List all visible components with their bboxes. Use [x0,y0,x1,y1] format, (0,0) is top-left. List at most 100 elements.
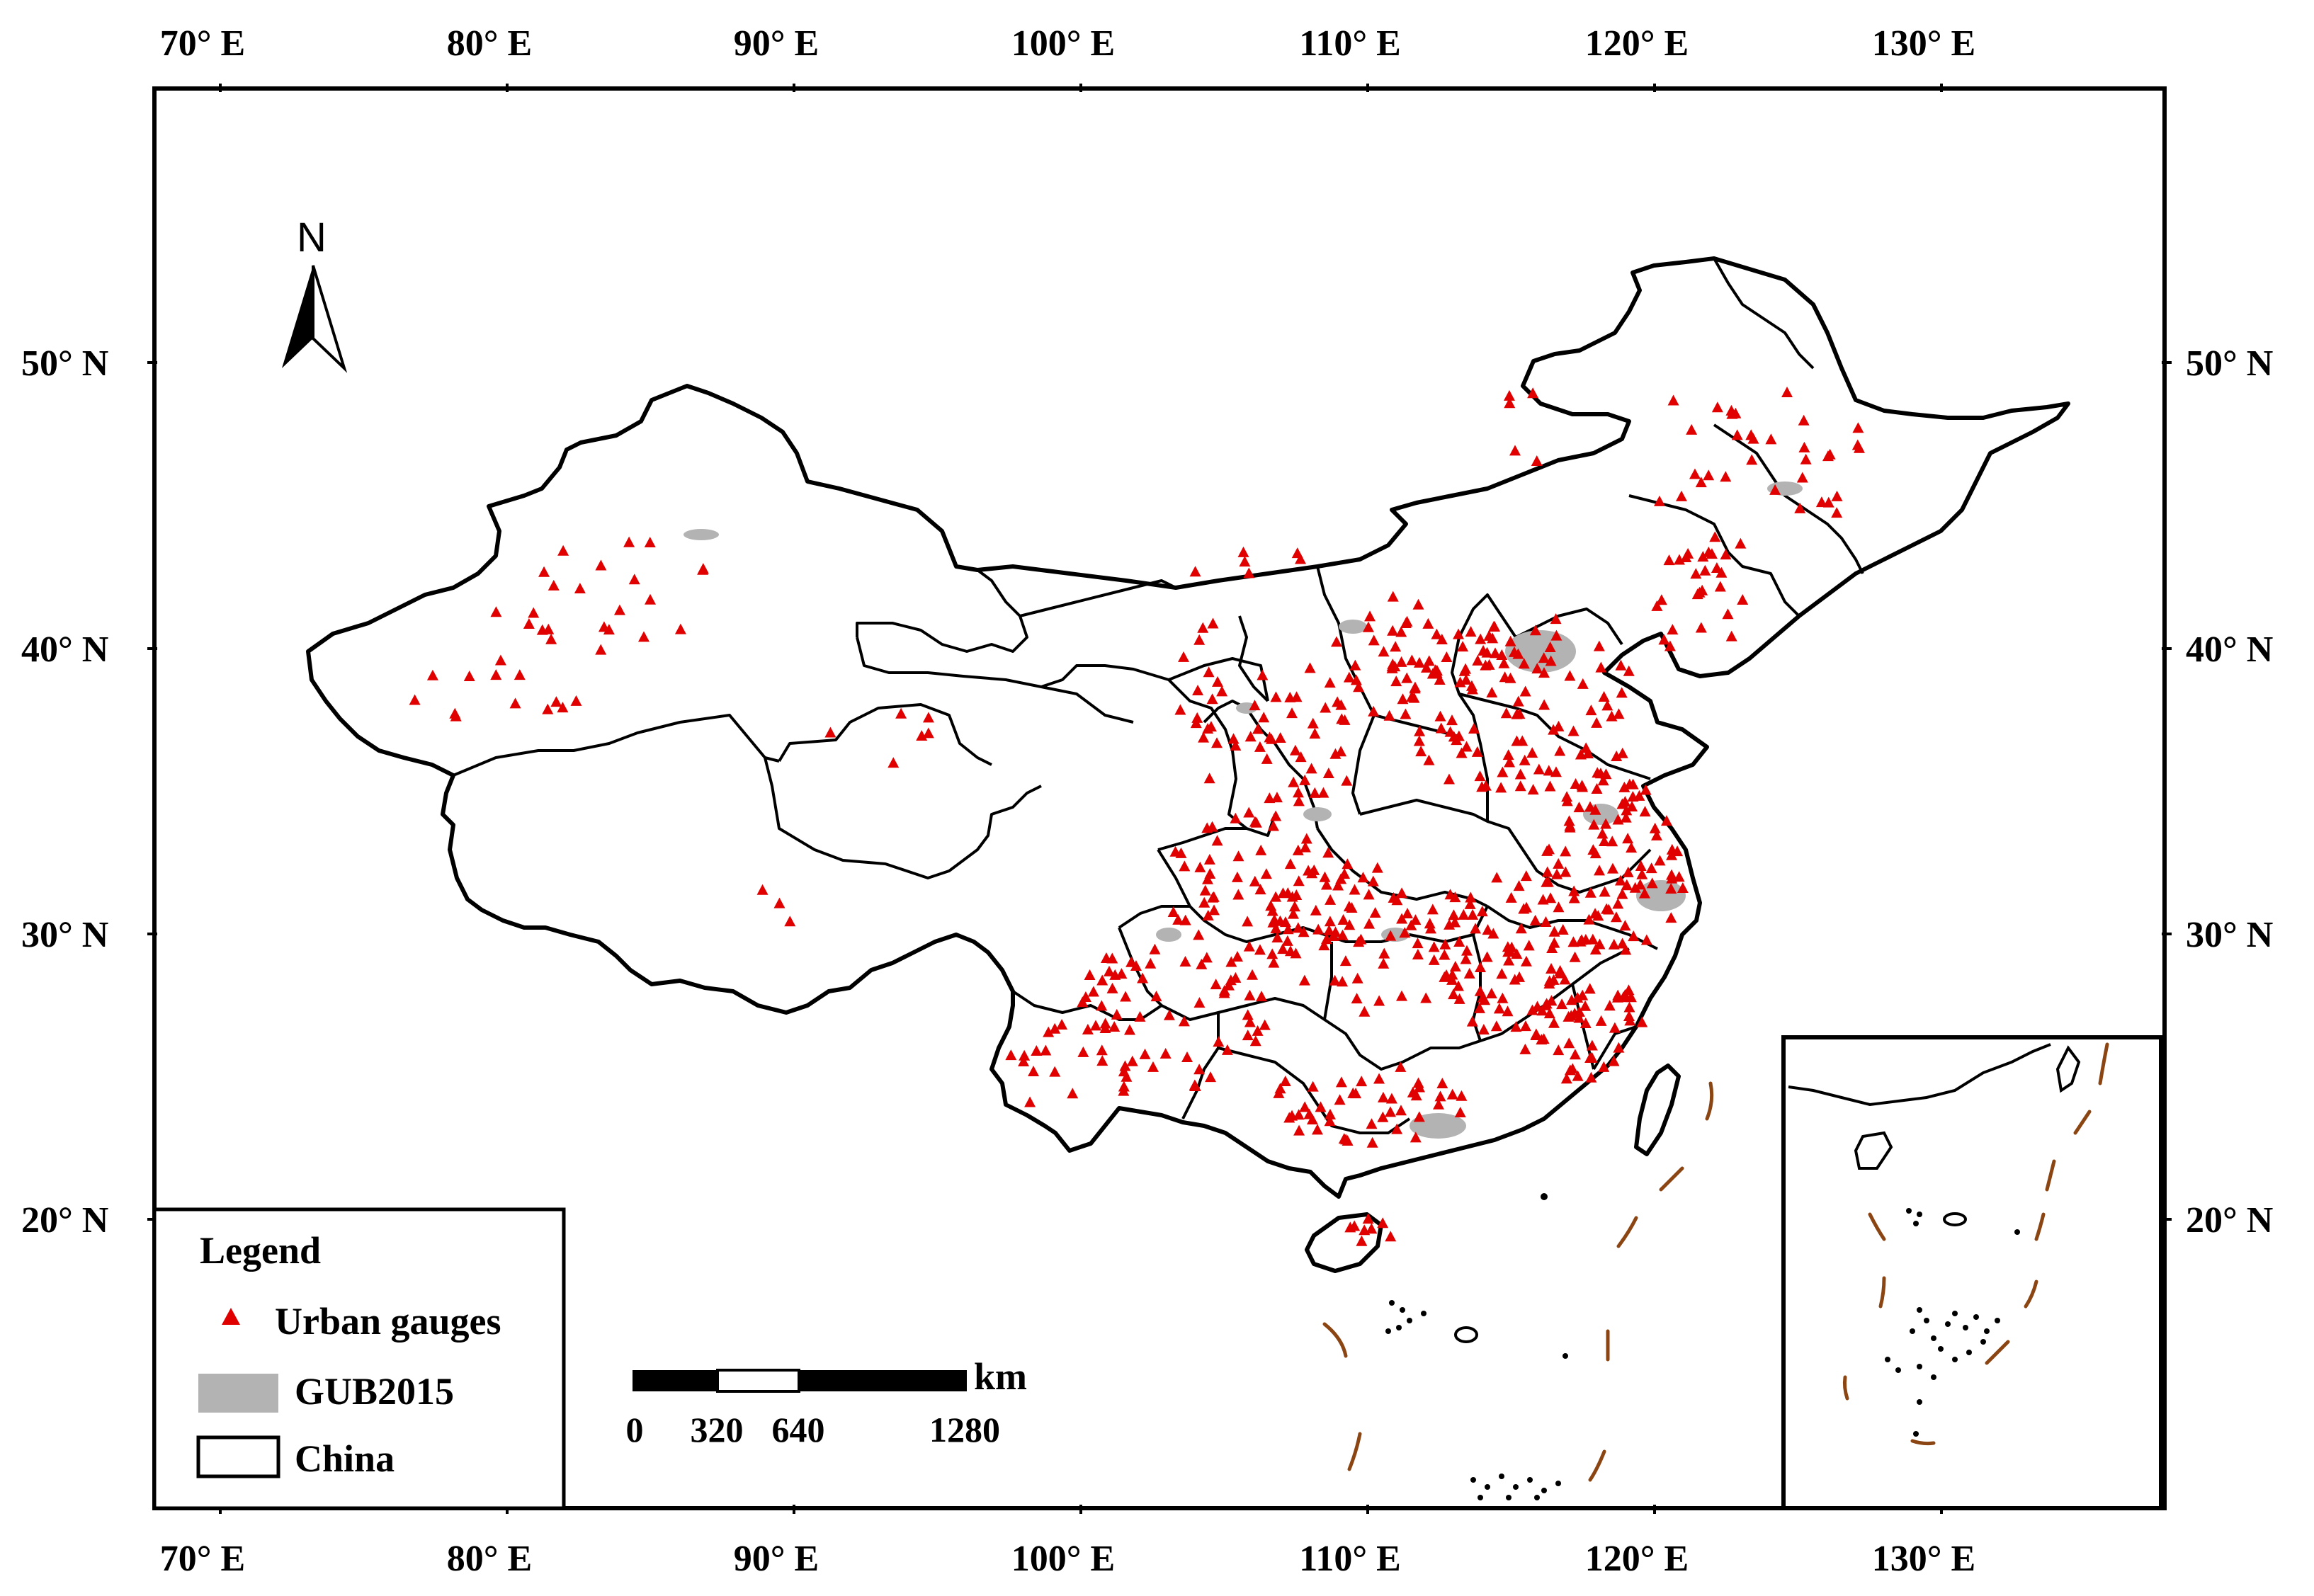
urban-gauge-marker [1266,905,1278,916]
urban-gauge-marker [1407,1086,1419,1098]
urban-gauge-marker [1221,1044,1233,1055]
urban-gauge-marker [1270,891,1282,902]
urban-gauge-marker [1512,695,1524,707]
urban-gauge-marker [1609,1022,1621,1033]
urban-gauge-marker [1378,646,1390,657]
urban-gauge-marker [1019,1049,1031,1061]
urban-gauge-marker [1560,1073,1572,1084]
urban-gauge-marker [1628,930,1640,942]
urban-gauge-marker [1831,490,1843,501]
urban-gauge-marker [1249,700,1261,711]
urban-gauge-marker [1456,1090,1468,1101]
urban-gauge-marker [1666,849,1678,860]
urban-gauge-marker [1286,707,1298,719]
urban-gauge-marker [1174,704,1186,715]
urban-gauge-marker [1711,401,1723,413]
urban-gauge-marker [1396,913,1408,924]
urban-gauge-marker [1796,472,1808,483]
urban-gauge-marker [1322,847,1334,858]
urban-gauge-marker [1293,875,1305,887]
urban-gauge-marker [1428,941,1440,952]
urban-gauge-marker [1194,861,1206,872]
urban-gauge-marker [1709,531,1721,542]
north-arrow-icon: N [282,215,348,373]
urban-gauge-marker [1031,1045,1043,1056]
urban-gauge-marker [1288,901,1300,912]
urban-gauge-marker [1697,551,1709,562]
urban-gauge-marker [1287,908,1299,919]
south-china-sea-islands [1322,1081,1714,1500]
urban-gauge-marker [1781,387,1793,398]
urban-gauge-marker [1514,780,1526,792]
urban-gauge-marker [1359,1005,1371,1017]
urban-gauge-marker [1853,442,1865,453]
urban-gauge-marker [1587,933,1599,945]
urban-gauge-marker [1720,549,1732,560]
urban-gauge-marker [1458,908,1470,920]
urban-gauge-marker [1731,429,1743,440]
gub2015-legend-icon [198,1374,278,1413]
urban-gauge-marker [1355,933,1367,945]
urban-gauge-marker [1401,672,1413,683]
urban-gauge-marker [1548,724,1560,735]
urban-gauge-marker [1203,853,1215,865]
urban-gauge-marker [1461,741,1473,752]
left-tick-label: 20° N [21,1200,108,1241]
urban-gauge-marker [1306,867,1318,879]
urban-gauge-marker [1395,656,1407,667]
urban-gauge-marker [1211,835,1223,846]
urban-gauge-marker [1274,1083,1286,1094]
urban-gauge-marker [1210,979,1222,990]
urban-gauge-marker [1665,912,1677,923]
taiwan-island [1634,1064,1681,1156]
urban-gauge-marker [1591,717,1603,728]
urban-gauge-marker [1629,882,1641,893]
urban-gauge-marker [1150,991,1162,1002]
urban-gauge-marker [1852,422,1864,433]
urban-gauge-marker [1446,714,1458,726]
urban-gauge-marker [1252,723,1264,734]
urban-gauge-marker [1635,860,1647,871]
urban-gauge-marker [1043,1026,1055,1037]
right-axis: 50° N 40° N 30° N 20° N [2162,343,2273,1241]
urban-gauge-marker [1563,815,1575,826]
urban-gauge-marker [1573,1005,1585,1017]
urban-gauge-marker [1293,787,1305,798]
urban-gauge-marker [1385,1106,1397,1117]
urban-gauge-marker [1621,879,1633,890]
right-tick-label: 40° N [2186,629,2273,670]
urban-gauge-marker [1163,1009,1175,1020]
urban-gauge-marker [1304,662,1316,673]
urban-gauge-marker [1390,641,1402,652]
urban-gauge-marker [1295,751,1307,763]
urban-gauge-marker [1464,898,1476,909]
urban-gauge-marker [1481,951,1493,962]
urban-gauge-marker [1325,894,1337,905]
urban-gauge-marker [1266,948,1278,959]
urban-gauge-marker [1309,787,1321,798]
urban-gauge-marker [613,604,625,615]
urban-gauge-marker [1595,661,1607,673]
urban-gauge-marker [1193,929,1205,940]
province-boundaries [453,258,1864,1134]
urban-gauge-marker [1538,699,1550,710]
urban-gauge-marker [1514,768,1526,780]
urban-gauge-marker [1367,875,1379,887]
urban-gauge-marker [1414,725,1426,736]
urban-gauge-legend-icon [222,1308,240,1325]
urban-gauge-marker [1460,673,1472,685]
urban-gauge-marker [1292,844,1304,855]
urban-gauge-marker [1252,1025,1264,1036]
urban-gauge-marker [1230,740,1242,751]
urban-gauge-marker [1336,713,1348,724]
urban-gauge-marker [1584,983,1596,994]
urban-gauge-marker [1567,936,1579,947]
urban-gauge-marker [1822,450,1834,462]
urban-gauge-marker [1686,423,1698,435]
urban-gauge-marker [1504,756,1516,768]
scale-unit: km [974,1355,1027,1398]
urban-gauge-marker [1545,892,1557,904]
urban-gauge-marker [1583,913,1595,925]
urban-gauge-marker [1201,952,1213,963]
urban-gauge-marker [1682,547,1694,559]
